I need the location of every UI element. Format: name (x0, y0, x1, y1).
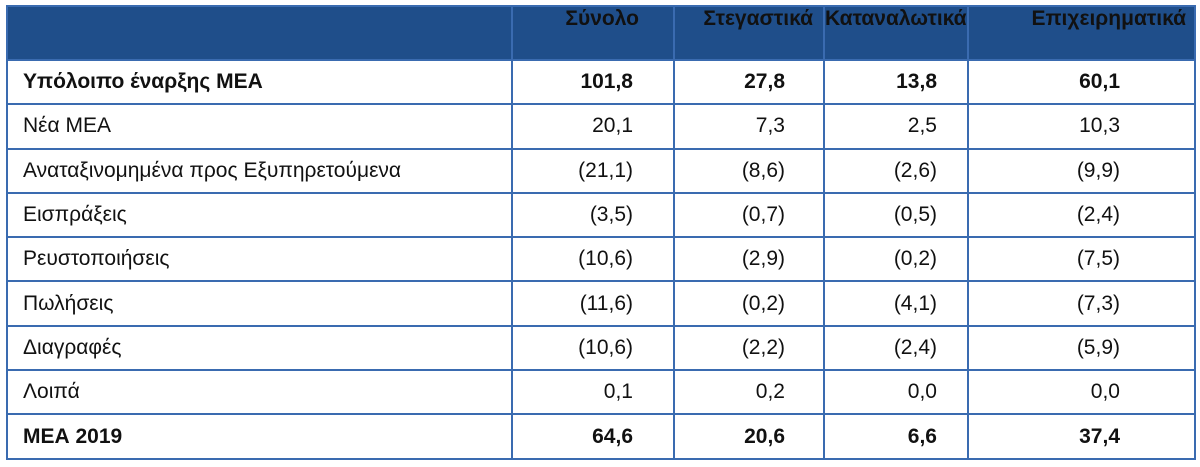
cell-business: 0,0 (967, 369, 1196, 416)
table-header-row: Σύνολο Στεγαστικά Καταναλωτικά Επιχειρημ… (6, 5, 1196, 61)
cell-total: (3,5) (511, 191, 675, 239)
row-label: Διαγραφές (6, 324, 513, 372)
npl-movement-table: Σύνολο Στεγαστικά Καταναλωτικά Επιχειρημ… (6, 5, 1196, 460)
table-row: Αναταξινομημένα προς Εξυπηρετούμενα (21,… (6, 147, 1196, 194)
cell-consumer: (2,4) (823, 324, 969, 372)
row-label: Νέα ΜΕΑ (6, 103, 513, 150)
table-row: Ρευστοποιήσεις (10,6) (2,9) (0,2) (7,5) (6, 236, 1196, 283)
row-label: Εισπράξεις (6, 191, 513, 239)
cell-consumer: 2,5 (823, 103, 969, 150)
cell-business: 10,3 (967, 103, 1196, 150)
cell-business: (7,5) (967, 236, 1196, 283)
cell-total: 0,1 (511, 369, 675, 416)
header-cell-consumer: Καταναλωτικά (823, 5, 969, 61)
cell-mortgage: (2,9) (673, 236, 825, 283)
cell-mortgage: (0,2) (673, 280, 825, 327)
cell-business: 37,4 (967, 413, 1196, 460)
cell-total: (11,6) (511, 280, 675, 327)
cell-consumer: 13,8 (823, 58, 969, 106)
table-row: Νέα ΜΕΑ 20,1 7,3 2,5 10,3 (6, 103, 1196, 150)
cell-mortgage: (8,6) (673, 147, 825, 194)
row-label: ΜΕΑ 2019 (6, 413, 513, 460)
cell-total: 101,8 (511, 58, 675, 106)
cell-total: (10,6) (511, 236, 675, 283)
table-row: Πωλήσεις (11,6) (0,2) (4,1) (7,3) (6, 280, 1196, 327)
cell-mortgage: 27,8 (673, 58, 825, 106)
header-cell-blank (6, 5, 513, 61)
row-label: Υπόλοιπο έναρξης ΜΕΑ (6, 58, 513, 106)
cell-mortgage: 20,6 (673, 413, 825, 460)
cell-mortgage: 0,2 (673, 369, 825, 416)
table-row: Υπόλοιπο έναρξης ΜΕΑ 101,8 27,8 13,8 60,… (6, 58, 1196, 106)
cell-total: (10,6) (511, 324, 675, 372)
header-cell-business: Επιχειρηματικά (967, 5, 1196, 61)
cell-consumer: (4,1) (823, 280, 969, 327)
row-label: Ρευστοποιήσεις (6, 236, 513, 283)
cell-total: 20,1 (511, 103, 675, 150)
cell-business: (9,9) (967, 147, 1196, 194)
header-cell-total: Σύνολο (511, 5, 675, 61)
cell-consumer: (2,6) (823, 147, 969, 194)
cell-consumer: 0,0 (823, 369, 969, 416)
cell-total: 64,6 (511, 413, 675, 460)
table-row: ΜΕΑ 2019 64,6 20,6 6,6 37,4 (6, 413, 1196, 460)
cell-business: (2,4) (967, 191, 1196, 239)
cell-business: 60,1 (967, 58, 1196, 106)
header-cell-mortgage: Στεγαστικά (673, 5, 825, 61)
cell-business: (7,3) (967, 280, 1196, 327)
table-row: Διαγραφές (10,6) (2,2) (2,4) (5,9) (6, 324, 1196, 372)
cell-business: (5,9) (967, 324, 1196, 372)
cell-mortgage: (0,7) (673, 191, 825, 239)
table-row: Λοιπά 0,1 0,2 0,0 0,0 (6, 369, 1196, 416)
cell-mortgage: 7,3 (673, 103, 825, 150)
row-label: Λοιπά (6, 369, 513, 416)
row-label: Αναταξινομημένα προς Εξυπηρετούμενα (6, 147, 513, 194)
table-row: Εισπράξεις (3,5) (0,7) (0,5) (2,4) (6, 191, 1196, 239)
cell-mortgage: (2,2) (673, 324, 825, 372)
cell-consumer: 6,6 (823, 413, 969, 460)
cell-total: (21,1) (511, 147, 675, 194)
row-label: Πωλήσεις (6, 280, 513, 327)
cell-consumer: (0,5) (823, 191, 969, 239)
cell-consumer: (0,2) (823, 236, 969, 283)
